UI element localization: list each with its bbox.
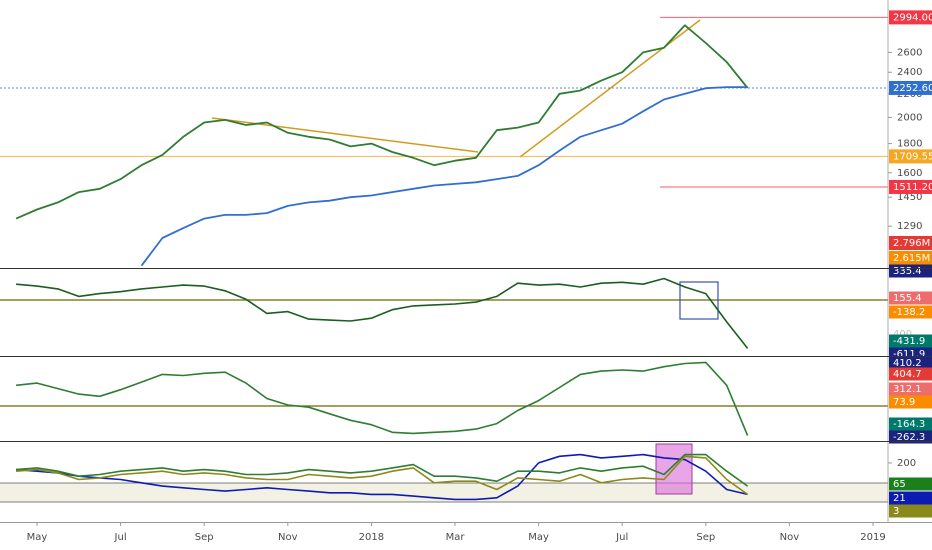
price-badge bbox=[889, 80, 932, 95]
plot: 260024002200200018001600145012902994.002… bbox=[0, 10, 932, 543]
price-badge-label: 1511.20 bbox=[893, 182, 932, 193]
y-tick-label: 1600 bbox=[897, 168, 922, 179]
value-badge-label: -138.2 bbox=[893, 307, 925, 318]
value-badge bbox=[889, 382, 932, 396]
price-badge-label: 1709.55 bbox=[893, 151, 932, 162]
value-badge bbox=[889, 477, 932, 491]
value-badge-label: -262.3 bbox=[893, 432, 925, 443]
price-badge-label: 2994.00 bbox=[893, 12, 932, 23]
x-tick-label: Mar bbox=[446, 532, 466, 543]
series-line bbox=[16, 453, 748, 501]
value-badge-label: -431.9 bbox=[893, 336, 925, 347]
y-tick-label: 2600 bbox=[897, 47, 922, 58]
x-tick-label: Sep bbox=[195, 532, 214, 543]
value-badge bbox=[889, 491, 932, 505]
value-badge bbox=[889, 334, 932, 348]
volume-badge-label: 2.796M bbox=[893, 238, 930, 249]
series-line bbox=[140, 86, 748, 267]
x-tick-label: May bbox=[528, 532, 549, 543]
x-tick-label: May bbox=[27, 532, 48, 543]
price-badge-label: 2252.60 bbox=[893, 83, 932, 94]
value-badge-label: 312.1 bbox=[893, 384, 922, 395]
trend-line bbox=[519, 19, 701, 158]
series-line bbox=[16, 453, 749, 487]
price-badge bbox=[889, 179, 932, 194]
price-badge bbox=[889, 149, 932, 164]
value-badge-label: 404.7 bbox=[893, 369, 922, 380]
y-tick-label: 2000 bbox=[897, 112, 922, 123]
value-badge-label: 410.2 bbox=[893, 358, 922, 369]
series-line bbox=[16, 277, 749, 349]
value-badge bbox=[889, 504, 932, 518]
volume-badge bbox=[889, 251, 932, 265]
value-badge-label: 155.4 bbox=[893, 293, 922, 304]
value-badge bbox=[889, 264, 932, 278]
y-tick-label: 1800 bbox=[897, 139, 922, 150]
value-badge-label: 21 bbox=[893, 493, 906, 504]
value-badge-label: -164.3 bbox=[893, 419, 925, 430]
value-badge bbox=[889, 291, 932, 305]
value-badge bbox=[889, 430, 932, 444]
value-badge-label: 73.9 bbox=[893, 397, 915, 408]
highlight-box bbox=[679, 281, 719, 320]
x-tick-label: Nov bbox=[780, 532, 800, 543]
value-badge-label: 3 bbox=[893, 506, 899, 517]
series-line bbox=[16, 455, 749, 496]
x-tick-label: 2018 bbox=[359, 532, 384, 543]
volume-badge bbox=[889, 236, 932, 250]
series-line bbox=[16, 361, 749, 436]
value-badge bbox=[889, 356, 932, 370]
y-tick-label: 200 bbox=[897, 458, 916, 469]
x-tick-label: 2019 bbox=[860, 532, 885, 543]
x-tick-label: Jul bbox=[114, 532, 127, 543]
value-badge bbox=[889, 367, 932, 381]
y-tick-label: 1290 bbox=[897, 221, 922, 232]
x-tick-label: Jul bbox=[615, 532, 628, 543]
x-tick-label: Sep bbox=[696, 532, 715, 543]
volume-badge-label: 2.615M bbox=[893, 253, 930, 264]
value-badge bbox=[889, 305, 932, 319]
value-badge-label: -611.9 bbox=[893, 349, 925, 360]
x-tick-label: Nov bbox=[278, 532, 298, 543]
value-badge bbox=[889, 417, 932, 431]
value-badge-label: 335.4 bbox=[893, 266, 922, 277]
y-tick-label: 2400 bbox=[897, 67, 922, 78]
price-badge bbox=[889, 10, 932, 25]
series-line bbox=[15, 24, 749, 220]
highlight-box bbox=[655, 443, 693, 495]
value-badge bbox=[889, 395, 932, 409]
y-tick-label: 1450 bbox=[897, 192, 922, 203]
value-badge-label: 65 bbox=[893, 479, 906, 490]
